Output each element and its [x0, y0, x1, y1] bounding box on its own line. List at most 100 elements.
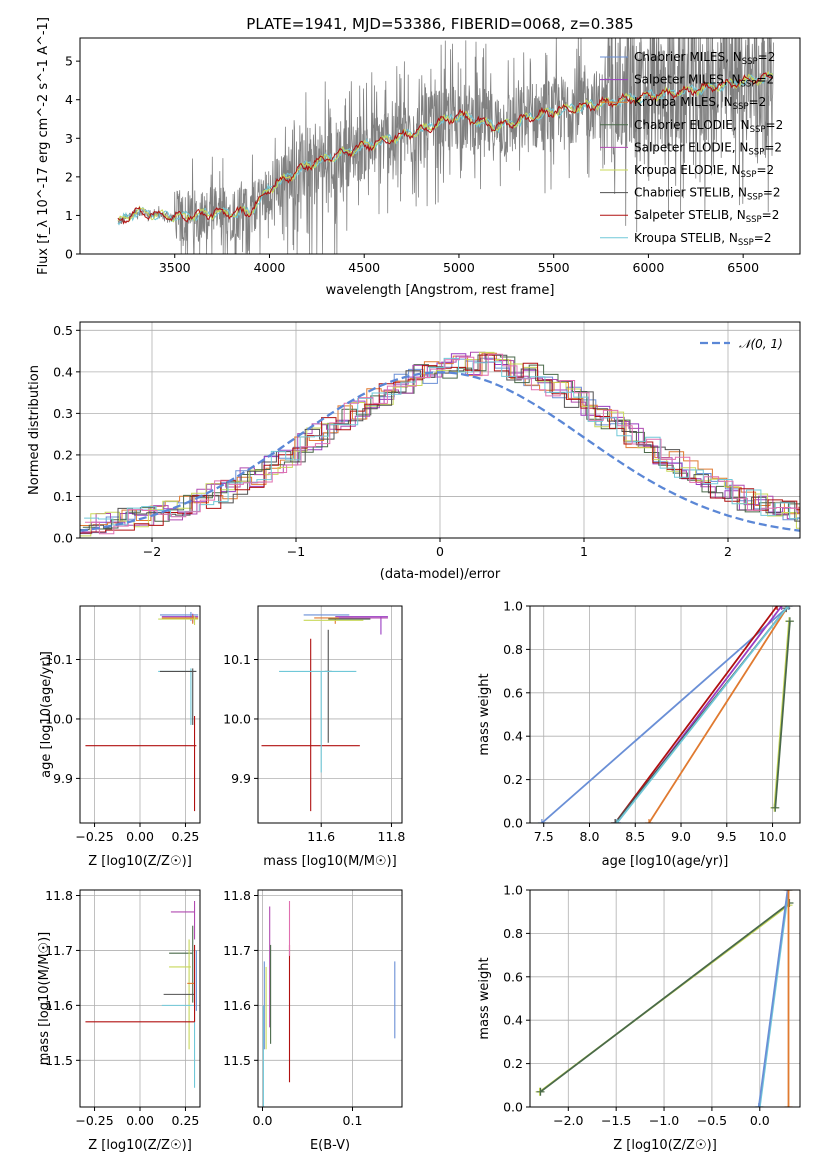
y-tick-label: 0.8 [503, 926, 523, 941]
x-tick-label: 0.0 [253, 1113, 273, 1128]
grid-lines [80, 606, 200, 823]
cumulative-marker-chabrier_miles [783, 890, 792, 894]
x-tick-label: 9.0 [671, 829, 691, 844]
x-axis-label: wavelength [Angstrom, rest frame] [326, 283, 555, 298]
residual-histogram-panel: −2 −1 0 1 2 0.0 0.1 0.2 0.3 0.4 0.5 (data-model)/er… [27, 321, 801, 582]
mass-vs-ebv-panel: 0.0 0.1 11.5 11.6 11.7 11.8 E(B-V) [223, 888, 403, 1153]
y-tick-label: 4 [65, 92, 73, 107]
x-axis-label: (data-model)/error [380, 567, 501, 582]
axes-frame [79, 37, 801, 255]
y-tick-label: 11.6 [45, 998, 73, 1013]
x-tick-label: 7.5 [534, 829, 554, 844]
y-tick-label: 0.6 [503, 969, 523, 984]
x-tick-label: −0.5 [697, 1113, 727, 1128]
y-tick-label: 0.2 [503, 772, 523, 787]
y-tick-label: 0.4 [503, 1013, 523, 1028]
cumulative-marker-chabrier_elodie [785, 617, 794, 626]
histogram-step-chabrier_miles [80, 357, 800, 535]
y-tick-label: 11.7 [45, 943, 73, 958]
y-tick-label: 10.1 [223, 652, 251, 667]
legend-label: Chabrier MILES, NSSP=2 [634, 50, 775, 67]
cumulative-line-kroupa_stelib [758, 890, 790, 1107]
cumulative-marker-kroupa_miles [784, 890, 793, 894]
y-axis-label: mass weight [477, 673, 492, 755]
x-tick-label: 0.0 [750, 1113, 770, 1128]
y-tick-label: 11.8 [45, 888, 73, 903]
data-spectrum-line [117, 38, 774, 254]
axes-frame [257, 889, 403, 1108]
cumulative-marker-kroupa_miles [784, 1103, 793, 1107]
x-axis-label: mass [log10(M/M☉)] [263, 854, 396, 869]
axes-frame [529, 889, 801, 1108]
y-axis-label: Flux [f_λ 10^-17 erg cm^-2 s^-1 A^-1] [36, 17, 51, 275]
x-axis-label: Z [log10(Z/Z☉)] [88, 854, 192, 869]
y-axis-label: age [log10(age/yr)] [39, 651, 54, 778]
y-tick-label: 1.0 [503, 883, 523, 898]
x-tick-label: 6500 [727, 260, 759, 275]
x-tick-label: 3500 [159, 260, 191, 275]
x-tick-label: 1 [580, 544, 588, 559]
spectrum-panel: 3500 4000 4500 5000 5500 6000 6500 0 1 2 3 4 5 PLATE=… [36, 15, 801, 298]
legend-label: 𝒩(0, 1) [739, 337, 783, 351]
x-tick-label: 0.00 [126, 1113, 154, 1128]
x-tick-label: 11.8 [378, 829, 406, 844]
cumulative-line-chabrier_elodie [539, 902, 791, 1093]
mass-weight-vs-metallicity-panel: −2.0 −1.5 −1.0 −0.5 0.0 0.0 0.2 0.4 0.6 0.8 1.0 Z [… [477, 883, 801, 1153]
plot-area [117, 38, 774, 254]
mass-vs-metallicity-panel: −0.25 0.00 0.25 11.5 11.6 11.7 11.8 Z [log10(Z/… [37, 888, 201, 1153]
histogram-step-extra [85, 353, 800, 535]
legend-label: Salpeter ELODIE, NSSP=2 [634, 140, 782, 157]
y-tick-label: 9.9 [231, 771, 251, 786]
cumulative-marker-kroupa_miles [644, 819, 653, 823]
legend-label: Kroupa ELODIE, NSSP=2 [634, 163, 774, 180]
x-tick-label: 0.1 [343, 1113, 363, 1128]
y-tick-label: 9.9 [53, 771, 73, 786]
x-tick-label: 0.25 [172, 1113, 200, 1128]
x-tick-label: 8.0 [580, 829, 600, 844]
y-tick-label: 10.0 [223, 711, 251, 726]
y-axis-label: mass [log10(M/M☉)] [37, 932, 52, 1065]
plot-area [537, 606, 794, 823]
y-tick-label: 0.0 [53, 531, 73, 546]
y-tick-label: 0.4 [53, 364, 73, 379]
cumulative-line-chabrier_miles [757, 890, 789, 1107]
y-tick-label: 10.0 [45, 711, 73, 726]
y-tick-label: 0.4 [503, 729, 523, 744]
grid-lines [258, 890, 402, 1107]
x-tick-label: 6000 [633, 260, 665, 275]
y-axis-label: Normed distribution [27, 365, 42, 495]
x-tick-label: −2 [143, 544, 161, 559]
y-tick-label: 0.0 [503, 816, 523, 831]
y-tick-label: 0.8 [503, 642, 523, 657]
age-vs-metallicity-panel: −0.25 0.00 0.25 9.9 10.0 10.1 Z [log10(Z/Z☉)] a… [39, 605, 201, 869]
cumulative-line-chabrier_elodie [774, 621, 791, 808]
legend-label: Kroupa MILES, NSSP=2 [634, 95, 766, 112]
legend-label: Chabrier ELODIE, NSSP=2 [634, 118, 783, 135]
cumulative-marker-chabrier_elodie [536, 1087, 545, 1096]
cumulative-marker-chabrier_miles [754, 1103, 763, 1107]
histogram-step-kroupa_stelib [84, 357, 800, 526]
x-tick-label: 9.5 [717, 829, 737, 844]
x-tick-label: 11.6 [307, 829, 335, 844]
histogram-step-salpeter_miles [80, 353, 800, 534]
axes-frame [79, 889, 201, 1108]
x-tick-label: 5500 [538, 260, 570, 275]
y-tick-label: 0.3 [53, 406, 73, 421]
plot-area [261, 614, 388, 812]
cumulative-line-kroupa_miles [648, 606, 789, 823]
age-vs-mass-panel: 11.6 11.8 9.9 10.0 10.1 mass [log10(M/M☉)] [223, 605, 406, 869]
axes-frame [529, 605, 801, 824]
legend-label: Salpeter STELIB, NSSP=2 [634, 208, 779, 225]
x-tick-label: 8.5 [625, 829, 645, 844]
y-tick-label: 0.0 [503, 1100, 523, 1115]
x-tick-label: 0 [436, 544, 444, 559]
y-tick-label: 0.5 [53, 323, 73, 338]
y-tick-label: 3 [65, 131, 73, 146]
plot-area [85, 611, 199, 812]
legend-label: Salpeter MILES, NSSP=2 [634, 73, 774, 90]
mass-weight-vs-age-panel: 7.5 8.0 8.5 9.0 9.5 10.0 0.0 0.2 0.4 0.6 0.8 1.0 age… [477, 599, 801, 869]
cumulative-line-chabrier_miles [541, 606, 790, 823]
x-tick-label: −1.5 [601, 1113, 631, 1128]
y-tick-label: 0 [65, 247, 73, 262]
y-tick-label: 11.5 [223, 1053, 251, 1068]
